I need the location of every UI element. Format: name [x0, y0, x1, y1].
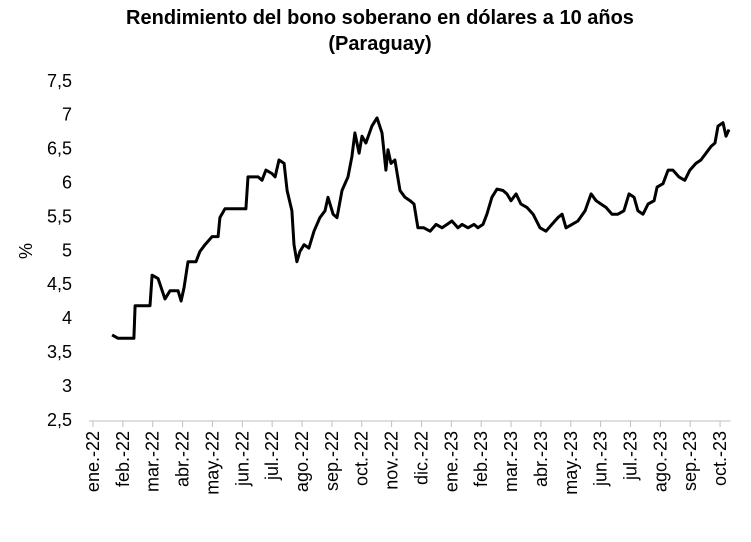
x-tick-label: jun.-22	[232, 431, 252, 487]
x-tick-label: ago.-23	[650, 431, 670, 492]
x-tick-label: ene.-23	[441, 431, 461, 492]
y-axis-label: %	[16, 243, 36, 259]
x-tick-label: ago.-22	[292, 431, 312, 492]
y-tick-label: 6,5	[47, 139, 72, 159]
x-tick-label: nov.-22	[382, 431, 402, 490]
x-tick-label: oct.-22	[352, 431, 372, 486]
x-tick-label: abr.-22	[173, 431, 193, 487]
y-tick-label: 4,5	[47, 274, 72, 294]
x-tick-label: ene.-22	[83, 431, 103, 492]
x-tick-label: abr.-23	[531, 431, 551, 487]
x-tick-label: sep.-22	[322, 431, 342, 491]
x-tick-label: may.-22	[202, 431, 222, 495]
x-tick-label: mar.-23	[501, 431, 521, 492]
y-tick-label: 4	[62, 308, 72, 328]
y-tick-label: 5	[62, 240, 72, 260]
series-line	[111, 116, 731, 340]
x-tick-label: jul.-22	[262, 431, 282, 481]
chart-subtitle: (Paraguay)	[328, 33, 431, 55]
x-tick-label: feb.-22	[113, 431, 133, 487]
x-tick-label: dic.-22	[411, 431, 431, 485]
y-tick-label: 7	[62, 105, 72, 125]
y-tick-label: 7,5	[47, 71, 72, 91]
y-tick-label: 3,5	[47, 342, 72, 362]
y-tick-label: 5,5	[47, 206, 72, 226]
x-tick-label: oct.-23	[710, 431, 730, 486]
y-tick-label: 3	[62, 376, 72, 396]
x-tick-label: sep.-23	[680, 431, 700, 491]
chart-title: Rendimiento del bono soberano en dólares…	[126, 7, 634, 29]
x-tick-label: jul.-23	[620, 431, 640, 481]
y-tick-label: 6	[62, 172, 72, 192]
y-tick-label: 2,5	[47, 410, 72, 430]
x-tick-label: may.-23	[561, 431, 581, 495]
x-tick-label: feb.-23	[471, 431, 491, 487]
x-tick-label: mar.-22	[143, 431, 163, 492]
x-tick-label: jun.-23	[591, 431, 611, 487]
